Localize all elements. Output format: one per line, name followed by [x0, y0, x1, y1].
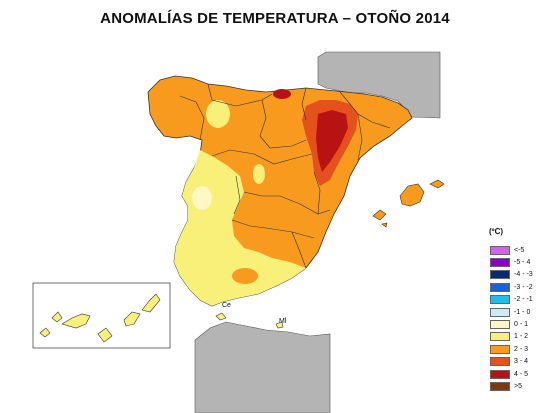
- legend-item: >5: [490, 381, 522, 391]
- legend-label: 0 - 1: [514, 320, 529, 328]
- legend-label: 3 - 4: [514, 358, 529, 366]
- legend-swatch: [490, 245, 510, 255]
- legend-label: -5 - 4: [514, 258, 531, 266]
- legend-item: 3 - 4: [490, 357, 528, 367]
- anomaly-zone-2-3-south: [232, 268, 258, 284]
- legend-swatch: [490, 307, 510, 317]
- legend-label: -2 - -1: [514, 296, 533, 304]
- legend-label: -3 - -2: [514, 283, 533, 291]
- legend-item: <-5: [490, 245, 524, 255]
- ibiza: [372, 209, 387, 221]
- legend-swatch: [490, 369, 510, 379]
- canary-islands: [39, 293, 161, 343]
- ceuta: [215, 312, 227, 321]
- legend-item: -5 - 4: [490, 257, 530, 267]
- legend-item: -3 - -2: [490, 282, 533, 292]
- legend-unit: (ºC): [489, 227, 504, 236]
- mallorca: [399, 183, 425, 207]
- france-land: [317, 51, 441, 119]
- ceuta-label: Ce: [222, 302, 231, 309]
- legend-item: -1 - 0: [490, 307, 530, 317]
- legend-item: 0 - 1: [490, 319, 528, 329]
- legend-item: 1 - 2: [490, 332, 528, 342]
- legend-label: 1 - 2: [514, 333, 529, 341]
- menorca: [429, 179, 445, 189]
- legend-label: -1 - 0: [514, 308, 531, 316]
- legend-swatch: [490, 319, 510, 329]
- formentera: [381, 222, 388, 228]
- map-title: ANOMALÍAS DE TEMPERATURA – OTOÑO 2014: [100, 10, 450, 27]
- melilla: [275, 321, 284, 329]
- anomaly-zone-4-5-ebro: [316, 110, 348, 172]
- region-borders: [179, 83, 391, 269]
- legend-item: -4 - -3: [490, 270, 533, 280]
- anomaly-zone-1-2-center: [253, 164, 265, 184]
- legend-swatch: [490, 282, 510, 292]
- legend-label: <-5: [514, 246, 525, 254]
- legend-swatch: [490, 257, 510, 267]
- legend-swatch: [490, 344, 510, 354]
- africa-land: [194, 321, 331, 413]
- legend-swatch: [490, 270, 510, 280]
- legend-swatch: [490, 332, 510, 342]
- melilla-label: Ml: [279, 318, 287, 325]
- legend-label: 4 - 5: [514, 370, 529, 378]
- anomaly-zone-1-2-north: [206, 100, 230, 128]
- legend-label: 2 - 3: [514, 345, 529, 353]
- anomaly-zone-0-1: [192, 186, 212, 210]
- anomaly-zone-4-5-north: [273, 89, 291, 99]
- legend-swatch: [490, 381, 510, 391]
- legend-item: -2 - -1: [490, 295, 533, 305]
- legend-item: 2 - 3: [490, 344, 528, 354]
- legend-swatch: [490, 357, 510, 367]
- legend-item: 4 - 5: [490, 369, 528, 379]
- legend-label: >5: [514, 382, 522, 390]
- legend-label: -4 - -3: [514, 271, 533, 279]
- legend-swatch: [490, 295, 510, 305]
